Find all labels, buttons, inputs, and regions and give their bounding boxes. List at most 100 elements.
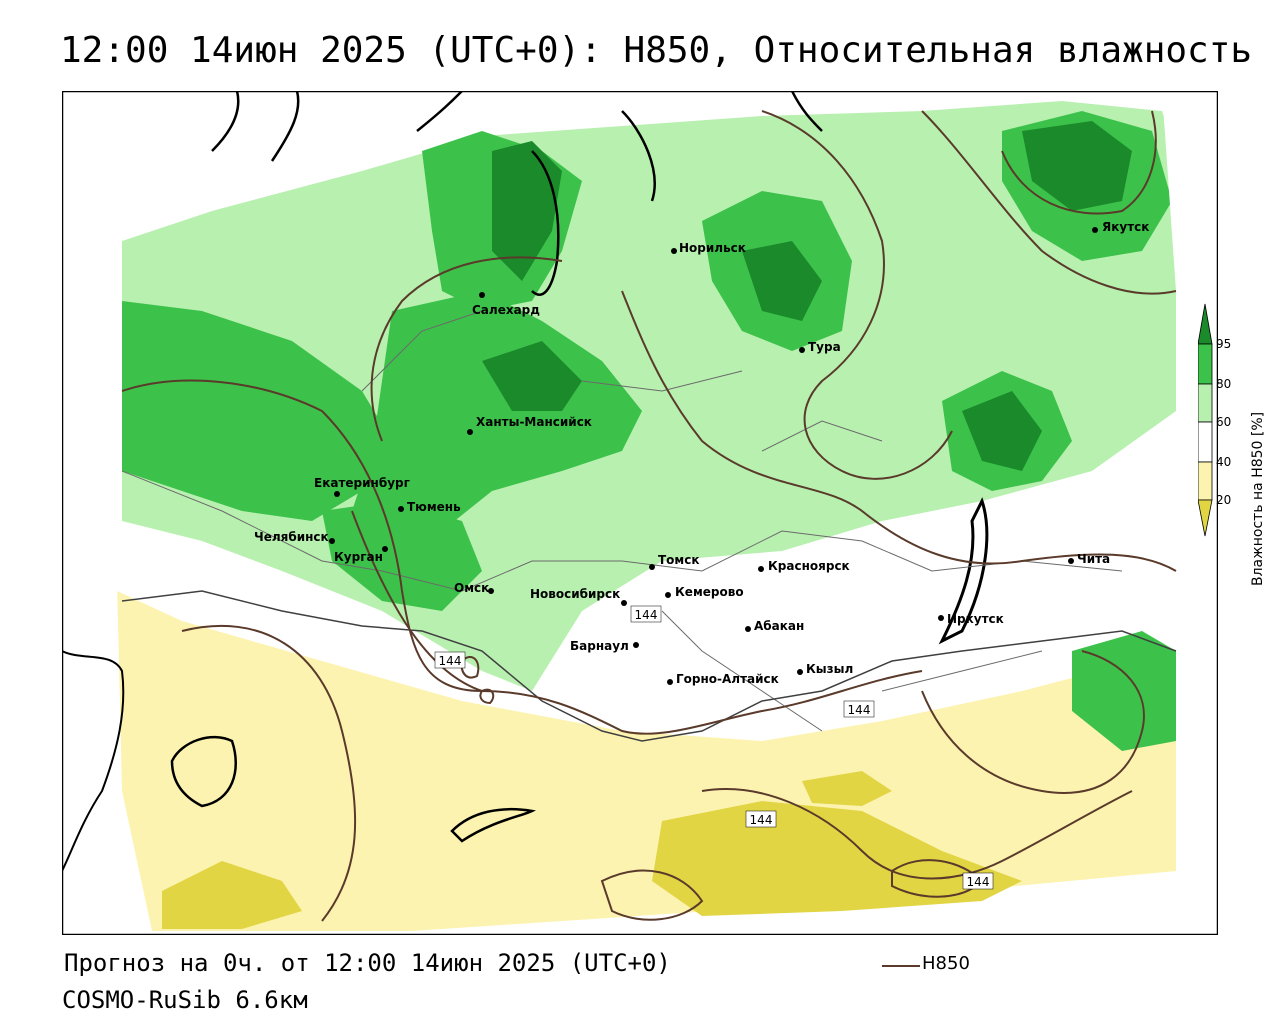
legend-band-20-40 [1198,461,1213,501]
city-irkutsk: Иркутск [938,612,1004,626]
city-label: Абакан [754,619,804,633]
city-label: Иркутск [947,612,1004,626]
legend-band-60-80 [1198,383,1213,423]
coastline-arctic [211,91,823,296]
admin-borders [121,310,1123,732]
contour-label-text: 144 [848,703,871,717]
h850-contour-3 [621,290,1177,572]
city-label: Барнаул [570,639,629,653]
legend-tick-40: 40 [1216,455,1231,469]
very-dry-region-1 [652,801,1022,916]
h850-contour-10 [600,869,704,921]
city-label: Красноярск [768,559,850,573]
city-label: Кызыл [806,662,853,676]
contour-line-sample [882,965,920,967]
city-salekhard: Салехард [472,292,540,317]
city-abakan: Абакан [745,619,804,633]
lake-aral [170,735,237,808]
saturated-region-2 [482,341,582,411]
city-label: Тура [808,340,841,354]
city-kemerovo: Кемерово [665,585,744,599]
wet-region-south-east [1072,631,1176,751]
contour-label-2: 144 [630,605,662,623]
contour-label-5: 144 [962,872,994,890]
city-chelyabinsk: Челябинск [254,530,335,544]
city-chita: Чита [1068,552,1110,566]
map-title: 12:00 14июн 2025 (UTC+0): H850, Относите… [60,30,1253,71]
lake-baikal [938,497,989,645]
model-caption: COSMO-RuSib 6.6км [62,986,308,1014]
city-tura: Тура [799,340,841,354]
h850-contour-12 [460,656,495,705]
city-label: Новосибирск [530,587,620,601]
very-dry-region-2 [162,861,302,929]
city-tyumen: Тюмень [398,500,461,514]
city-khanty-mansiysk: Ханты-Мансийск [467,415,592,435]
city-krasnoyarsk: Красноярск [758,559,850,573]
forecast-caption: Прогноз на 0ч. от 12:00 14июн 2025 (UTC+… [64,949,671,977]
contour-label-text: 144 [750,813,773,827]
color-legend: 95 80 60 40 20 [1198,303,1231,537]
city-label: Ханты-Мансийск [476,415,592,429]
legend-tick-20: 20 [1216,493,1231,507]
contour-line-label: H850 [922,953,970,974]
very-dry-region-3 [802,771,892,806]
city-yakutsk: Якутск [1092,220,1149,234]
contour-label-text: 144 [635,608,658,622]
city-gorno-altaysk: Горно-Алтайск [667,672,779,686]
country-border-south [121,590,1177,742]
city-label: Омск [454,581,489,595]
city-label: Якутск [1102,220,1149,234]
city-omsk: Омск [454,581,494,595]
city-barnaul: Барнаул [570,639,639,653]
wet-region-south-west [322,501,482,611]
saturated-region-3 [1022,121,1132,211]
map-frame [62,91,1218,935]
contour-label-3: 144 [843,700,875,718]
humidity-map: 144 144 144 144 144 Якутск Норильск Сале… [62,91,1218,935]
city-label: Горно-Алтайск [676,672,779,686]
h850-contour-9 [921,650,1145,794]
legend-arrow-bottom [1198,499,1213,537]
contour-line-key: H850 [880,953,990,977]
city-label: Салехард [472,303,540,317]
legend-tick-80: 80 [1216,377,1231,391]
city-label: Томск [658,553,700,567]
city-label: Норильск [679,241,746,255]
city-label: Чита [1077,552,1110,566]
city-tomsk: Томск [649,553,700,570]
caspian-shore [62,650,125,872]
city-label: Курган [334,550,383,564]
city-yekaterinburg: Екатеринбург [314,476,410,497]
legend-band-80-95 [1198,343,1213,385]
city-label: Кемерово [675,585,744,599]
outside-domain-nw [62,91,162,151]
contour-label-text: 144 [967,875,990,889]
contour-label-text: 144 [439,654,462,668]
h850-contour-5 [921,110,1177,295]
saturated-region-4 [742,241,822,321]
h850-contour-8 [701,788,1133,880]
city-kurgan: Курган [334,546,388,564]
city-label: Челябинск [254,530,329,544]
wet-region-west [122,301,392,521]
h850-contour-4 [761,110,953,480]
legend-title: Влажность на H850 [%] [1250,412,1266,586]
city-novosibirsk: Новосибирск [530,587,627,606]
contour-label-4: 144 [745,810,777,828]
lake-balkhash [450,807,537,843]
legend-title-box: Влажность на H850 [%] [1250,412,1266,586]
legend-tick-95: 95 [1216,337,1231,351]
outside-domain-ne [1162,91,1218,935]
legend-band-40-60 [1198,421,1213,463]
city-kyzyl: Кызыл [797,662,853,676]
city-norilsk: Норильск [671,241,746,255]
contour-label-1: 144 [434,651,466,669]
h850-contour-1 [121,379,923,735]
h850-contour-6 [1001,110,1157,215]
h850-contour-7 [181,624,357,922]
legend-arrow-top [1198,303,1213,345]
city-label: Тюмень [407,500,461,514]
city-label: Екатеринбург [314,476,410,490]
wet-region-central [352,291,642,571]
